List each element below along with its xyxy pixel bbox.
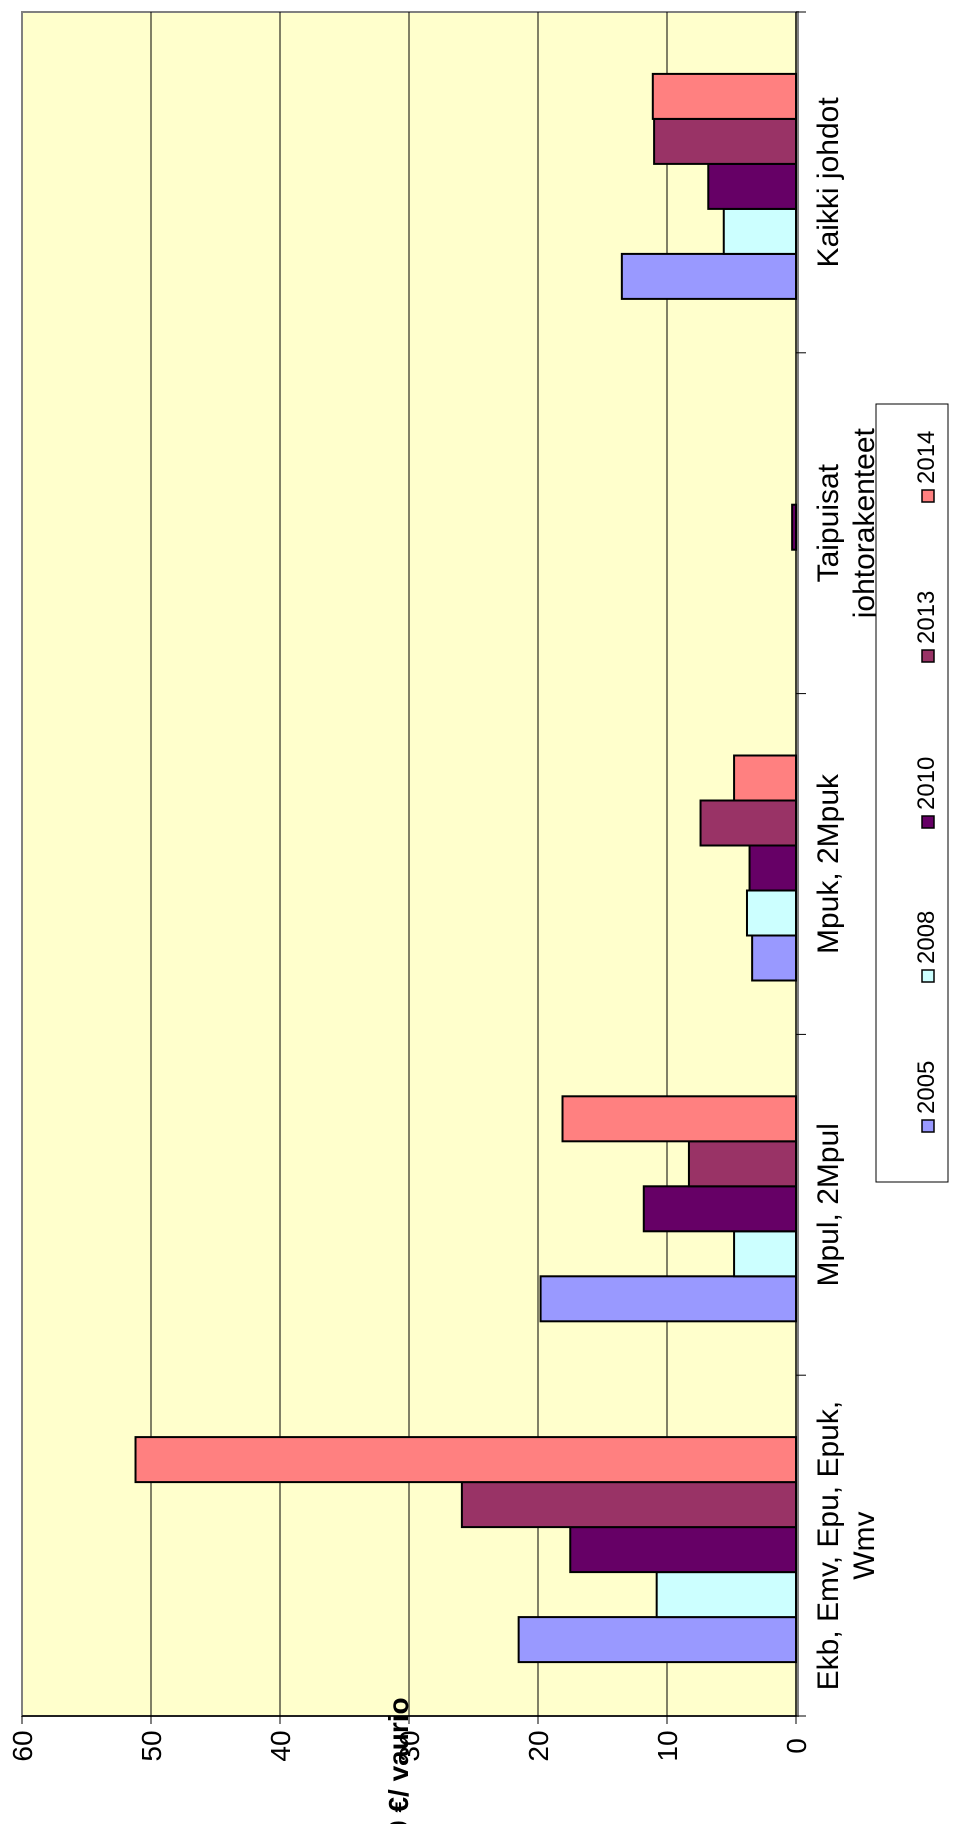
category-label-line: Mpul, 2Mpul (812, 1123, 845, 1286)
value-tick-label: 30 (394, 1730, 425, 1761)
value-tick-label: 60 (7, 1730, 38, 1761)
legend: 2005 2008 2010 2013 2014 (875, 403, 949, 1183)
bar-2010 (642, 1185, 798, 1233)
bars (134, 72, 798, 1664)
bar-2008 (733, 1230, 798, 1278)
legend-label: 2013 (913, 591, 940, 644)
legend-swatch-2010 (921, 815, 935, 829)
legend-swatch-2008 (921, 969, 935, 983)
category-label: Taipuisat johtorakenteet (812, 427, 881, 619)
value-tick-label: 10 (652, 1730, 683, 1761)
category-label: Ekb, Emv, Epu, Epuk, Wmv (812, 1401, 881, 1691)
bar-2005 (539, 1275, 798, 1323)
bar-2005 (751, 934, 798, 982)
legend-box (875, 403, 949, 1183)
value-tick-labels: 0 10 20 30 40 50 60 (7, 1730, 812, 1761)
value-axis-title: 1000 €/ vaurio (383, 1697, 414, 1824)
bar-2014 (134, 1436, 797, 1484)
category-label: Mpuk, 2Mpuk (812, 773, 845, 954)
bar-2014 (733, 754, 798, 802)
category-label-line: Mpuk, 2Mpuk (812, 773, 845, 954)
value-tick-label: 0 (781, 1738, 812, 1754)
category-label-line: Taipuisat (812, 463, 845, 582)
legend-swatch-2014 (921, 489, 935, 503)
axis-ticks (21, 11, 806, 1724)
category-label: Kaikki johdot (812, 97, 845, 268)
category-label: Mpul, 2Mpul (812, 1123, 845, 1286)
bar-2013 (460, 1481, 797, 1529)
plot-area (21, 11, 806, 1724)
category-label-line: Ekb, Emv, Epu, Epuk, (812, 1401, 845, 1691)
bar-2005 (620, 252, 797, 300)
bar-2013 (653, 117, 797, 165)
bar-2014 (561, 1095, 798, 1143)
bar-2013 (699, 799, 797, 847)
legend-swatch-2005 (921, 1119, 935, 1133)
value-tick-label: 50 (136, 1730, 167, 1761)
legend-swatch-2013 (921, 649, 935, 663)
category-label-line: Kaikki johdot (812, 97, 845, 268)
legend-label: 2010 (913, 757, 940, 810)
category-label-line: Wmv (848, 1511, 881, 1579)
legend-label: 2014 (913, 431, 940, 484)
bar-2010 (748, 844, 797, 892)
value-tick-label: 40 (265, 1730, 296, 1761)
bar-2010 (569, 1526, 797, 1574)
bar-2008 (655, 1571, 797, 1619)
value-tick-label: 20 (523, 1730, 554, 1761)
legend-label: 2008 (913, 911, 940, 964)
bar-2008 (722, 207, 798, 255)
bar-2008 (745, 889, 797, 937)
bar-2005 (517, 1616, 798, 1664)
bar-2014 (651, 72, 797, 120)
category-labels: Ekb, Emv, Epu, Epuk, Wmv Mpul, 2Mpul Mpuk, … (812, 97, 881, 1691)
bar-2013 (687, 1140, 797, 1188)
legend-label: 2005 (913, 1061, 940, 1114)
bar-2010 (707, 162, 798, 210)
